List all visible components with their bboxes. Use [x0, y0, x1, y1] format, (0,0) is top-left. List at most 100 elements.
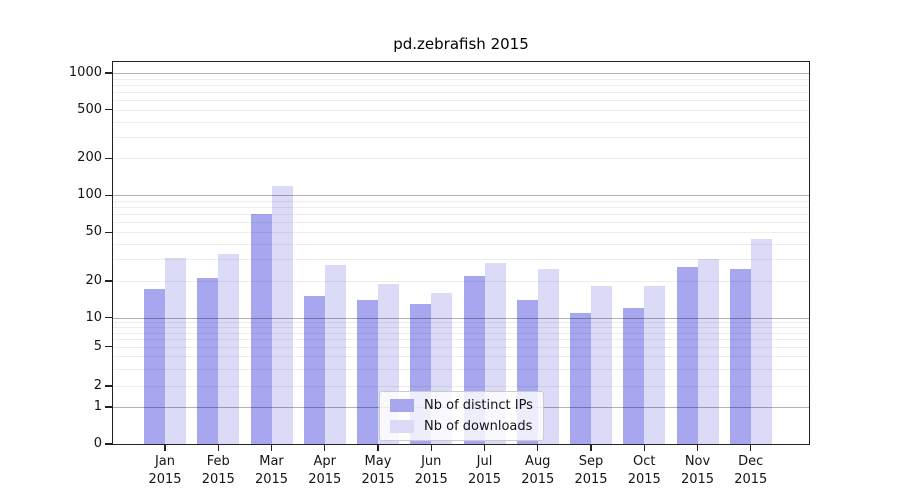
- x-tick: [217, 445, 219, 451]
- gridline-minor: [113, 121, 809, 123]
- bar-distinct-ips-feb: [197, 278, 219, 444]
- gridline-minor: [113, 91, 809, 93]
- gridline-minor: [113, 222, 809, 224]
- bar-distinct-ips-jan: [144, 289, 165, 444]
- x-tick-label-month: Sep: [578, 454, 604, 469]
- x-tick: [164, 445, 166, 451]
- y-tick-label: 50: [85, 224, 102, 240]
- plot-area: [112, 61, 810, 445]
- y-tick-label: 2: [93, 378, 102, 393]
- legend-row-distinct-ips: Nb of distinct IPs: [390, 398, 533, 413]
- y-tick-label: 500: [77, 101, 102, 117]
- bar-distinct-ips-oct: [623, 308, 645, 444]
- legend-swatch-downloads: [390, 420, 414, 433]
- bar-distinct-ips-nov: [676, 266, 698, 444]
- x-tick-label-month: Jan: [154, 454, 176, 469]
- x-tick-label-month: Mar: [259, 454, 284, 469]
- gridline-minor: [113, 200, 809, 202]
- gridline-minor: [113, 332, 809, 334]
- x-tick-label-year: 2015: [521, 472, 555, 487]
- x-tick-label-year: 2015: [734, 472, 768, 487]
- y-tick: [105, 385, 112, 387]
- bar-downloads-nov: [697, 259, 719, 444]
- y-tick-label: 1000: [68, 64, 102, 80]
- x-tick-label-month: Nov: [684, 454, 711, 469]
- gridline-minor: [113, 109, 809, 111]
- gridline-major: [113, 195, 809, 197]
- legend: Nb of distinct IPs Nb of downloads: [379, 391, 544, 441]
- bar-distinct-ips-may: [357, 299, 378, 444]
- y-tick-label: 0: [93, 436, 102, 451]
- x-tick-label-month: Feb: [206, 454, 230, 469]
- legend-label-downloads: Nb of downloads: [424, 419, 533, 434]
- gridline-minor: [113, 100, 809, 102]
- x-tick-label-month: Oct: [633, 454, 656, 469]
- x-tick-label-year: 2015: [148, 472, 182, 487]
- y-tick: [105, 317, 112, 319]
- x-tick: [590, 445, 592, 451]
- bar-downloads-feb: [218, 254, 240, 444]
- legend-label-distinct-ips: Nb of distinct IPs: [424, 398, 533, 413]
- bar-downloads-mar: [271, 185, 293, 444]
- x-tick: [377, 445, 379, 451]
- x-tick-label-month: Dec: [738, 454, 764, 469]
- y-tick: [105, 109, 112, 111]
- gridline-minor: [113, 339, 809, 341]
- x-tick-label-month: Jul: [476, 454, 493, 469]
- gridline-minor: [113, 259, 809, 261]
- gridline-minor: [113, 322, 809, 324]
- x-tick: [324, 445, 326, 451]
- y-tick: [105, 346, 112, 348]
- bar-downloads-sep: [591, 286, 612, 444]
- gridline-minor: [113, 280, 809, 282]
- gridline-minor: [113, 232, 809, 234]
- bar-downloads-oct: [644, 286, 666, 444]
- y-tick: [105, 443, 112, 445]
- bar-distinct-ips-sep: [570, 312, 591, 444]
- bar-downloads-dec: [750, 238, 772, 444]
- x-tick-label-month: May: [364, 454, 392, 469]
- gridline-minor: [113, 356, 809, 358]
- gridline-minor: [113, 346, 809, 348]
- gridline-minor: [113, 84, 809, 86]
- gridline-major: [113, 72, 809, 74]
- bar-distinct-ips-apr: [303, 296, 325, 444]
- y-tick: [105, 72, 112, 74]
- x-tick: [483, 445, 486, 451]
- gridline-minor: [113, 327, 809, 329]
- x-tick-label-month: Apr: [313, 454, 337, 469]
- x-tick-label-year: 2015: [467, 472, 502, 487]
- gridline-minor: [113, 207, 809, 209]
- legend-row-downloads: Nb of downloads: [390, 419, 533, 434]
- x-tick-label-year: 2015: [680, 472, 715, 487]
- y-tick: [105, 194, 112, 196]
- gridline-minor: [113, 244, 809, 245]
- bar-downloads-apr: [324, 264, 346, 444]
- y-tick-label: 200: [77, 150, 102, 166]
- gridline-minor: [113, 386, 809, 387]
- x-tick-label-year: 2015: [254, 472, 289, 487]
- y-tick-label: 100: [77, 187, 102, 203]
- x-tick: [430, 445, 432, 451]
- x-tick-label-month: Aug: [525, 454, 551, 469]
- x-tick-label-year: 2015: [201, 472, 235, 487]
- gridline-major: [113, 317, 809, 319]
- x-tick: [270, 445, 273, 451]
- gridline-minor: [113, 214, 809, 216]
- x-tick: [643, 445, 645, 451]
- y-tick: [105, 231, 112, 233]
- legend-swatch-distinct-ips: [390, 399, 414, 412]
- gridline-minor: [113, 136, 809, 138]
- gridline-minor: [113, 368, 809, 370]
- x-tick-label-year: 2015: [308, 472, 342, 487]
- y-tick-label: 20: [85, 272, 102, 288]
- bar-distinct-ips-dec: [729, 268, 751, 444]
- y-tick-label: 1: [93, 399, 102, 414]
- x-tick-label-year: 2015: [361, 472, 395, 487]
- x-tick: [537, 445, 539, 451]
- x-tick: [750, 445, 752, 451]
- gridline-minor: [113, 78, 809, 80]
- x-tick-label-year: 2015: [574, 472, 608, 487]
- y-tick: [105, 157, 112, 160]
- x-tick-label-year: 2015: [414, 472, 448, 487]
